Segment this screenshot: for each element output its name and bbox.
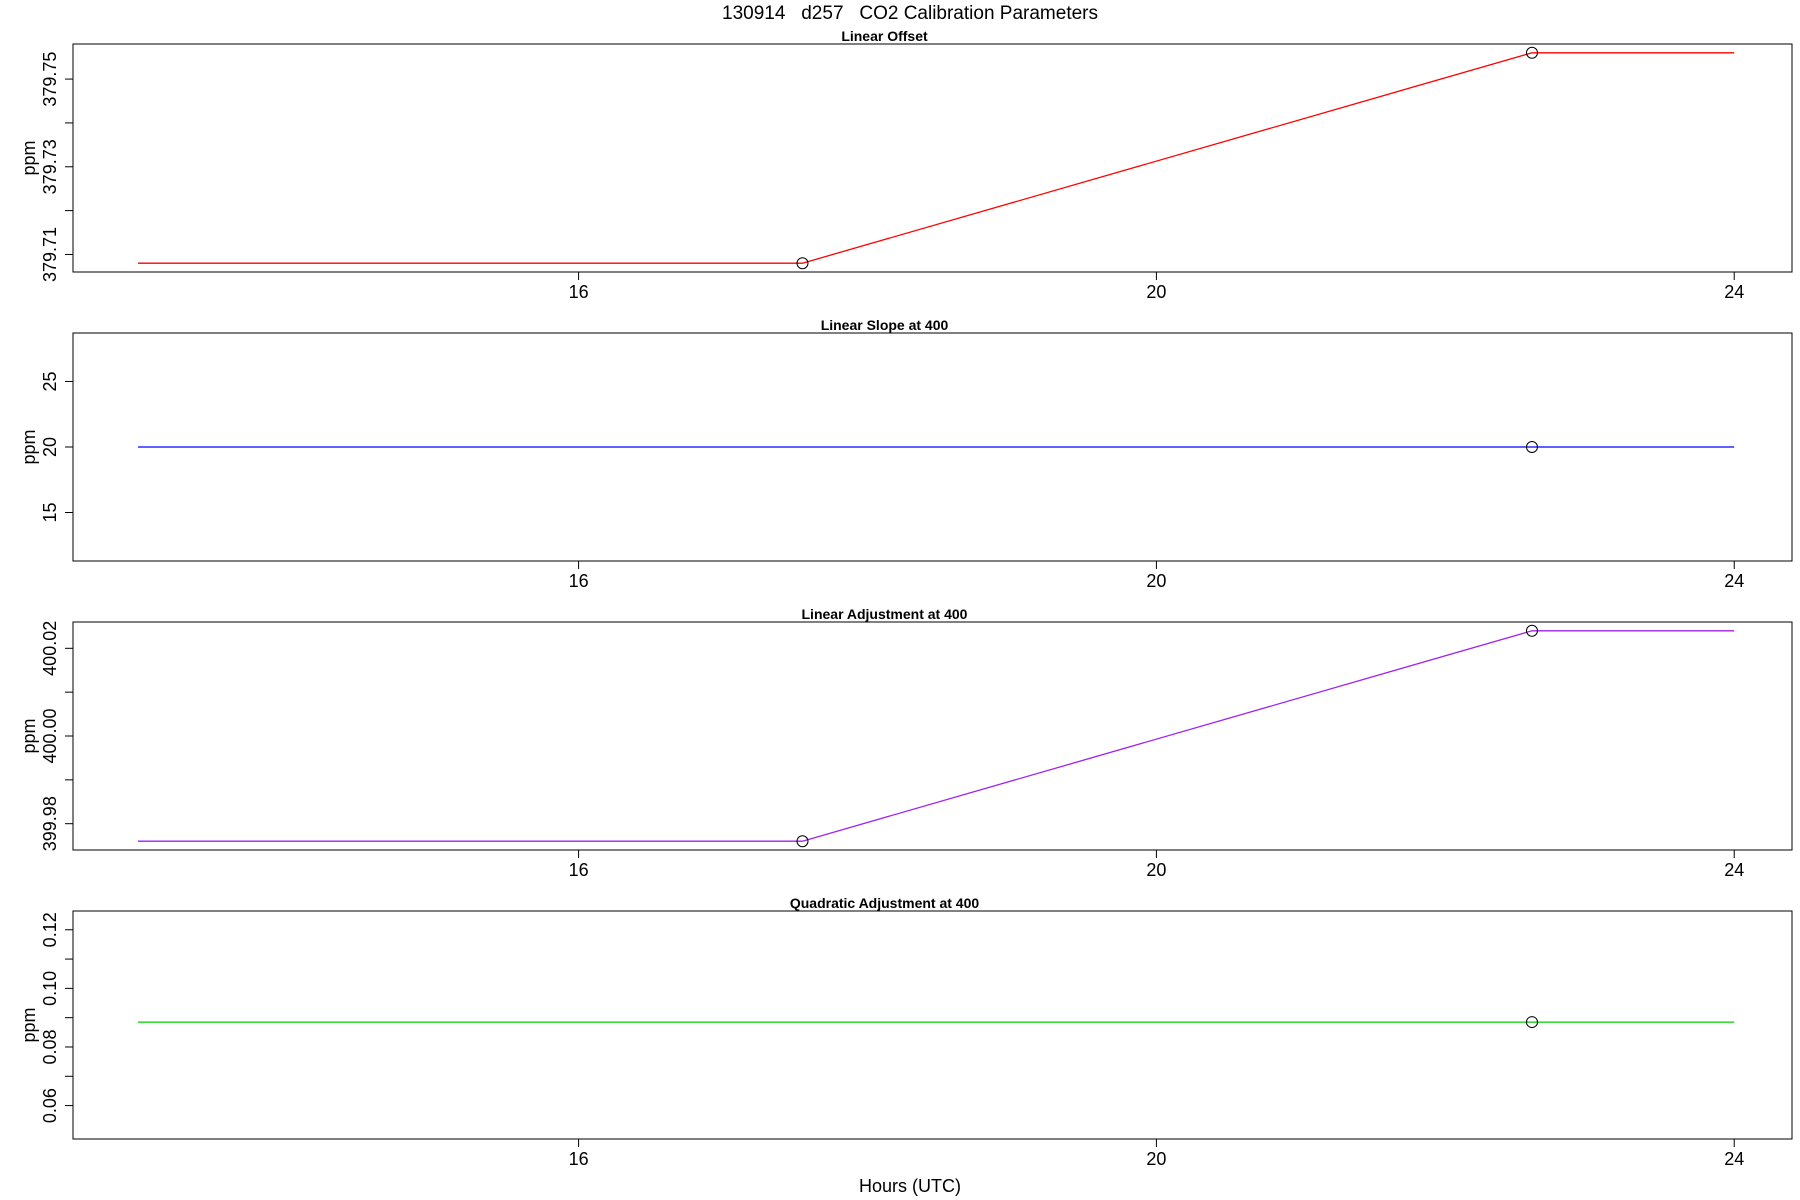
x-tick-label: 16: [569, 1149, 589, 1169]
plot-frame: [72, 43, 1793, 273]
panel-title: Quadratic Adjustment at 400: [790, 895, 980, 911]
data-point: [1525, 624, 1538, 637]
y-tick-label: 0.06: [40, 1088, 60, 1123]
y-tick-label: 25: [40, 371, 60, 391]
x-tick-label: 24: [1724, 282, 1744, 302]
y-tick-label: 379.75: [40, 52, 60, 107]
data-point: [796, 257, 809, 270]
y-axis-label: ppm: [19, 1007, 39, 1042]
panel-4: Quadratic Adjustment at 400 16 20 24 0.06 0.0…: [19, 895, 1793, 1169]
y-axis-label: ppm: [19, 718, 39, 753]
y-tick-label: 400.02: [40, 621, 60, 676]
figure-title: 130914 d257 CO2 Calibration Parameters: [722, 3, 1098, 24]
x-tick-label: 24: [1724, 571, 1744, 591]
y-tick-label: 399.98: [40, 796, 60, 851]
panel-3: Linear Adjustment at 400 16 20 24 399.98 400.…: [19, 606, 1793, 880]
data-point: [1525, 441, 1538, 453]
x-tick-label: 16: [569, 860, 589, 880]
series-line: [138, 630, 1735, 842]
x-tick-label: 20: [1146, 860, 1166, 880]
panel-1: Linear Offset 16 20 24 379.71 379.73 379.75 ppm: [19, 28, 1793, 302]
y-tick-label: 20: [40, 437, 60, 457]
x-tick-label: 20: [1146, 282, 1166, 302]
x-tick-label: 16: [569, 282, 589, 302]
x-tick-label: 24: [1724, 1149, 1744, 1169]
x-tick-label: 16: [569, 571, 589, 591]
y-tick-label: 400.00: [40, 708, 60, 763]
x-tick-label: 20: [1146, 1149, 1166, 1169]
panel-title: Linear Offset: [841, 28, 928, 44]
x-tick-label: 20: [1146, 571, 1166, 591]
y-tick-label: 0.10: [40, 971, 60, 1006]
y-axis-label: ppm: [19, 140, 39, 175]
panel-title: Linear Adjustment at 400: [802, 606, 968, 622]
data-point: [1525, 1016, 1538, 1029]
y-tick-label: 15: [40, 502, 60, 522]
x-axis-label: Hours (UTC): [859, 1176, 961, 1196]
panel-2: Linear Slope at 400 16 20 24 15 20 25 ppm: [19, 317, 1793, 591]
data-point: [1525, 46, 1538, 59]
panels: Linear Offset 16 20 24 379.71 379.73 379.75 ppm…: [19, 28, 1793, 1169]
y-tick-label: 379.71: [40, 227, 60, 282]
series-line: [138, 52, 1735, 264]
panel-title: Linear Slope at 400: [821, 317, 949, 333]
plot-frame: [72, 910, 1793, 1140]
x-tick-label: 24: [1724, 860, 1744, 880]
y-tick-label: 0.08: [40, 1029, 60, 1064]
y-tick-label: 379.73: [40, 139, 60, 194]
data-point: [796, 835, 809, 848]
y-tick-label: 0.12: [40, 912, 60, 947]
y-axis-label: ppm: [19, 429, 39, 464]
